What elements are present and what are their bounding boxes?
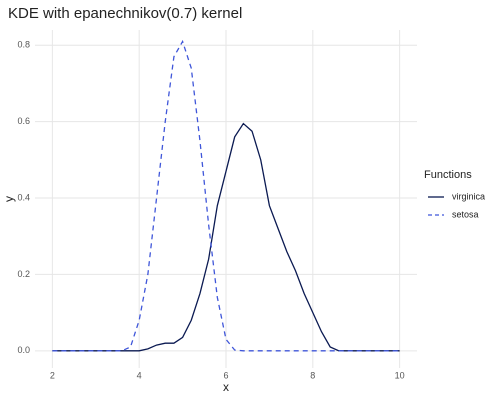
y-axis-label: y [2, 196, 16, 202]
y-tick-label: 0.0 [17, 345, 30, 355]
x-tick-label: 6 [223, 370, 228, 380]
legend-title: Functions [424, 169, 472, 181]
x-tick-label: 2 [50, 370, 55, 380]
y-tick-label: 0.4 [17, 192, 30, 202]
legend-label: setosa [452, 209, 479, 219]
x-axis-label: x [223, 380, 229, 394]
x-tick-label: 8 [310, 370, 315, 380]
chart-title: KDE with epanechnikov(0.7) kernel [8, 5, 242, 22]
x-tick-label: 4 [137, 370, 142, 380]
line-series [52, 39, 400, 352]
y-tick-label: 0.6 [17, 116, 30, 126]
y-tick-label: 0.8 [17, 40, 30, 50]
legend-label: virginica [452, 191, 485, 201]
y-tick-label: 0.2 [17, 269, 30, 279]
x-tick-label: 10 [395, 370, 405, 380]
